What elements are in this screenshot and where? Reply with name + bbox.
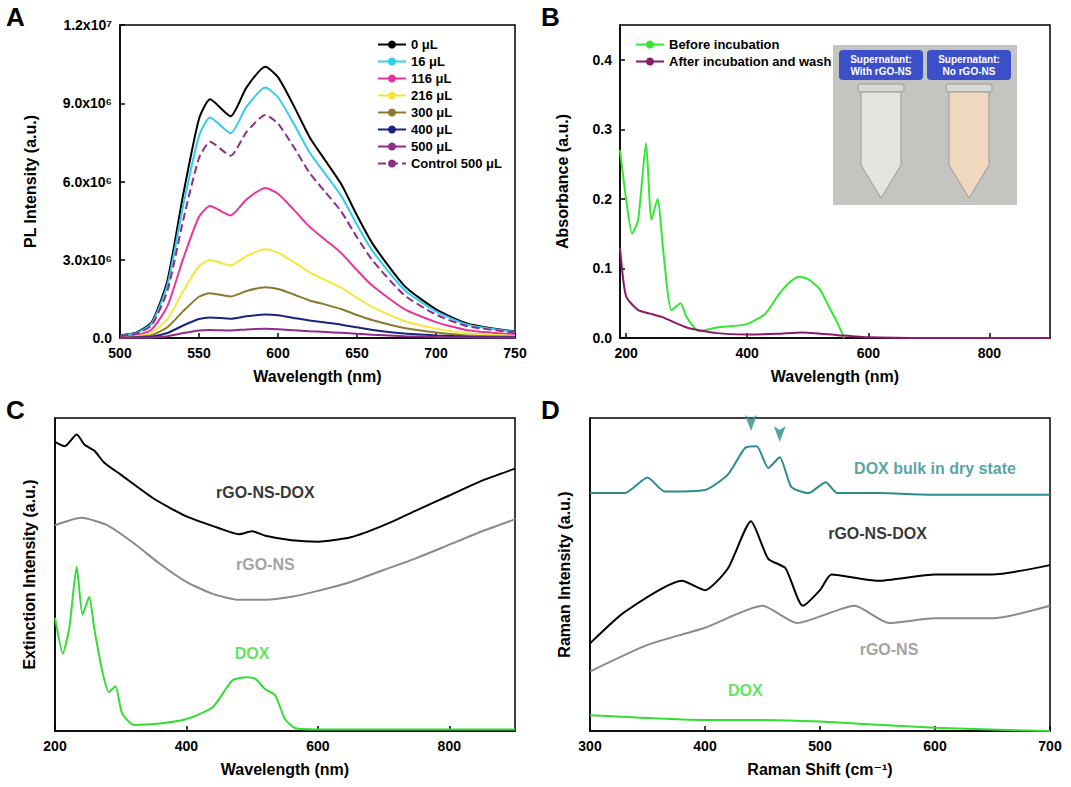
svg-text:650: 650	[345, 345, 369, 361]
svg-text:No rGO-NS: No rGO-NS	[943, 66, 996, 77]
svg-text:DOX bulk in dry state: DOX bulk in dry state	[854, 460, 1016, 477]
svg-text:6.0x10⁶: 6.0x10⁶	[63, 174, 112, 190]
svg-text:DOX: DOX	[235, 645, 270, 662]
svg-text:800: 800	[978, 345, 1002, 361]
svg-text:0.1: 0.1	[593, 260, 613, 276]
svg-text:700: 700	[424, 345, 448, 361]
svg-text:0.3: 0.3	[593, 121, 613, 137]
svg-text:300: 300	[578, 738, 602, 754]
svg-text:800: 800	[438, 738, 462, 754]
svg-text:Wavelength (nm): Wavelength (nm)	[253, 368, 381, 385]
svg-text:500 μL: 500 μL	[411, 139, 452, 154]
svg-text:0 μL: 0 μL	[411, 37, 438, 52]
svg-text:Raman Shift (cm⁻¹): Raman Shift (cm⁻¹)	[747, 761, 892, 778]
svg-text:C: C	[6, 395, 25, 425]
svg-text:Wavelength (nm): Wavelength (nm)	[771, 368, 899, 385]
svg-text:600: 600	[306, 738, 330, 754]
svg-text:200: 200	[43, 738, 67, 754]
svg-text:Wavelength (nm): Wavelength (nm)	[221, 761, 349, 778]
svg-text:Control 500 μL: Control 500 μL	[411, 156, 502, 171]
svg-text:216 μL: 216 μL	[411, 88, 452, 103]
svg-text:1.2x10⁷: 1.2x10⁷	[63, 17, 112, 33]
svg-text:With rGO-NS: With rGO-NS	[850, 66, 911, 77]
svg-text:Raman Intensity (a.u.): Raman Intensity (a.u.)	[556, 491, 573, 657]
svg-text:rGO-NS-DOX: rGO-NS-DOX	[828, 525, 927, 542]
svg-text:rGO-NS: rGO-NS	[236, 556, 295, 573]
svg-text:750: 750	[503, 345, 527, 361]
svg-text:600: 600	[857, 345, 881, 361]
svg-text:400: 400	[175, 738, 199, 754]
svg-text:400: 400	[736, 345, 760, 361]
svg-text:Extinction Intensity (a.u.): Extinction Intensity (a.u.)	[21, 479, 38, 669]
svg-text:0.2: 0.2	[593, 191, 613, 207]
svg-text:600: 600	[266, 345, 290, 361]
svg-text:DOX: DOX	[728, 682, 763, 699]
svg-text:500: 500	[108, 345, 132, 361]
svg-text:Before incubation: Before incubation	[669, 37, 780, 52]
svg-text:Absorbance (a.u.): Absorbance (a.u.)	[554, 114, 571, 249]
svg-text:Supernatant:: Supernatant:	[938, 54, 1000, 65]
svg-text:A: A	[6, 2, 25, 32]
svg-text:D: D	[541, 395, 560, 425]
svg-text:550: 550	[187, 345, 211, 361]
svg-text:200: 200	[614, 345, 638, 361]
svg-text:Supernatant:: Supernatant:	[850, 54, 912, 65]
svg-text:0.4: 0.4	[593, 52, 613, 68]
svg-text:9.0x10⁶: 9.0x10⁶	[63, 95, 112, 111]
svg-text:B: B	[541, 2, 560, 32]
svg-text:PL Intensity (a.u.): PL Intensity (a.u.)	[22, 115, 39, 248]
svg-text:0.0: 0.0	[93, 330, 113, 346]
svg-text:116 μL: 116 μL	[411, 71, 452, 86]
svg-text:700: 700	[1038, 738, 1062, 754]
svg-text:rGO-NS: rGO-NS	[860, 641, 919, 658]
svg-text:300 μL: 300 μL	[411, 105, 452, 120]
svg-text:600: 600	[923, 738, 947, 754]
svg-text:3.0x10⁶: 3.0x10⁶	[63, 252, 112, 268]
svg-text:16 μL: 16 μL	[411, 54, 445, 69]
svg-text:0.0: 0.0	[593, 330, 613, 346]
svg-text:500: 500	[808, 738, 832, 754]
svg-text:400 μL: 400 μL	[411, 122, 452, 137]
svg-text:rGO-NS-DOX: rGO-NS-DOX	[216, 484, 315, 501]
svg-text:After incubation and wash: After incubation and wash	[669, 54, 832, 69]
svg-text:400: 400	[693, 738, 717, 754]
